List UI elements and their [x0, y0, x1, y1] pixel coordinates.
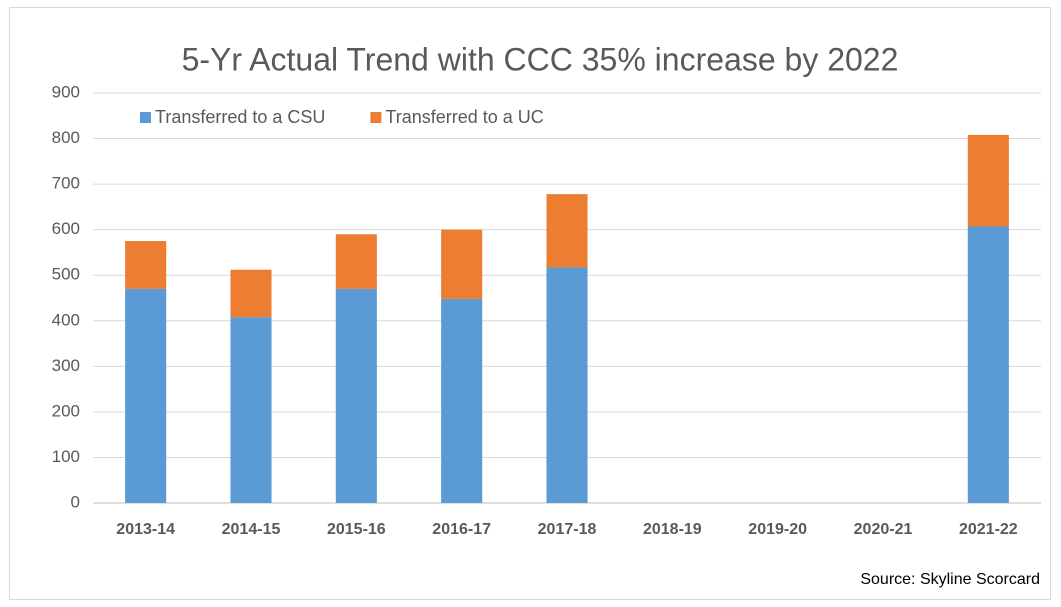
y-tick-label: 200	[52, 401, 80, 420]
legend-label: Transferred to a CSU	[155, 107, 325, 127]
y-tick-label: 500	[52, 265, 80, 284]
bar-segment	[125, 288, 167, 503]
x-tick-label: 2019-20	[748, 521, 807, 538]
bar-segment	[125, 241, 167, 289]
x-tick-label: 2013-14	[116, 521, 175, 538]
x-tick-label: 2020-21	[854, 521, 913, 538]
y-tick-label: 800	[52, 128, 80, 147]
y-tick-label: 900	[52, 82, 80, 101]
y-tick-label: 300	[52, 356, 80, 375]
source-note: Source: Skyline Scorcard	[860, 571, 1040, 588]
bar-segment	[967, 226, 1009, 503]
x-tick-label: 2014-15	[222, 521, 281, 538]
bar-segment	[335, 234, 377, 289]
x-tick-label: 2021-22	[959, 521, 1018, 538]
bar-segment	[546, 194, 588, 268]
y-tick-label: 600	[52, 219, 80, 238]
y-tick-label: 700	[52, 174, 80, 193]
bar-segment	[335, 288, 377, 503]
bar-segment	[230, 317, 272, 503]
chart-title: 5-Yr Actual Trend with CCC 35% increase …	[182, 41, 899, 77]
bar-segment	[230, 269, 272, 318]
bar-segment	[967, 134, 1009, 227]
legend-swatch	[370, 112, 382, 123]
x-tick-label: 2015-16	[327, 521, 386, 538]
x-tick-label: 2018-19	[643, 521, 702, 538]
bar-segment	[546, 267, 588, 503]
bar-segment	[441, 229, 483, 299]
y-tick-label: 100	[52, 447, 80, 466]
chart-frame	[9, 7, 1051, 600]
bar-segment	[441, 298, 483, 503]
x-tick-label: 2016-17	[432, 521, 491, 538]
y-tick-label: 0	[71, 492, 80, 511]
legend-label: Transferred to a UC	[385, 107, 543, 127]
y-tick-label: 400	[52, 310, 80, 329]
legend-swatch	[140, 112, 151, 123]
x-tick-label: 2017-18	[538, 521, 597, 538]
